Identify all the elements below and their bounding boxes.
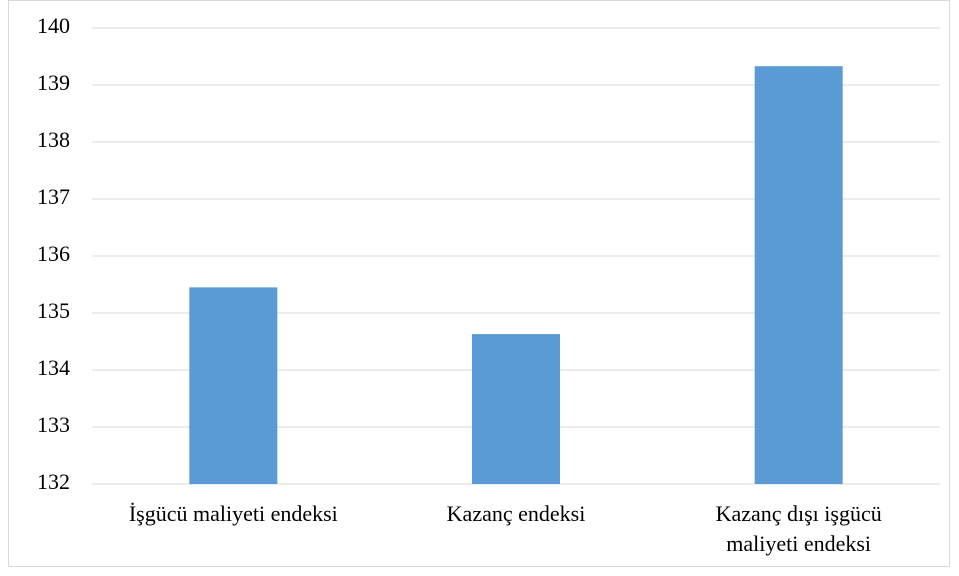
x-tick-label: Kazanç endeksi — [446, 501, 586, 526]
y-tick-label: 135 — [37, 298, 70, 323]
y-tick-label: 132 — [37, 469, 70, 494]
y-tick-label: 133 — [37, 412, 70, 437]
x-tick-label: İşgücü maliyeti endeksi — [128, 501, 338, 526]
x-tick-label: Kazanç dışı işgücü maliyeti endeksi — [715, 501, 882, 556]
y-tick-label: 139 — [37, 70, 70, 95]
bar — [754, 66, 843, 484]
y-tick-label: 137 — [37, 184, 70, 209]
y-tick-label: 134 — [37, 355, 70, 380]
bar — [472, 334, 560, 484]
y-tick-label: 140 — [37, 13, 70, 38]
bar — [189, 287, 278, 484]
y-tick-label: 136 — [37, 241, 70, 266]
y-tick-label: 138 — [37, 127, 70, 152]
